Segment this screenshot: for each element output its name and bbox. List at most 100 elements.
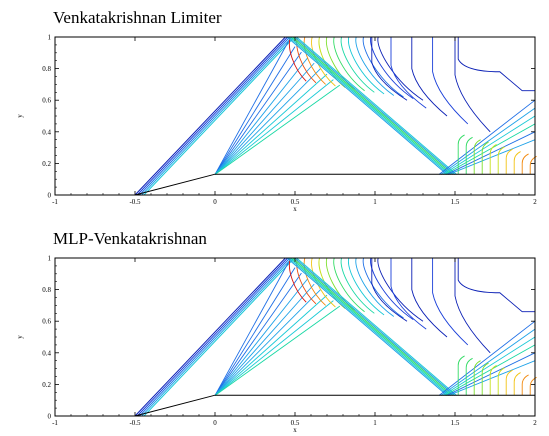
x-tick-label: -1 [52, 198, 58, 206]
contour-line [377, 257, 424, 322]
y-tick-label: 0.6 [42, 318, 51, 326]
contour-line [448, 139, 536, 175]
contour-line [481, 141, 489, 175]
contour-line [457, 258, 535, 313]
y-tick-label: 0.4 [42, 128, 51, 136]
contour-line [143, 257, 295, 417]
y-axis-label: y [16, 114, 24, 118]
contour-line [340, 257, 375, 314]
contour-line [371, 258, 408, 322]
x-axis-label: x [293, 426, 297, 434]
contour-line [370, 36, 414, 99]
contour-line [288, 257, 307, 303]
contour-line [411, 258, 448, 338]
contour-line [214, 40, 289, 175]
contour-line [390, 258, 427, 330]
contour-line [214, 261, 289, 396]
contour-line [473, 360, 481, 396]
contour-line [497, 146, 505, 175]
plot-title: MLP-Venkatakrishnan [53, 229, 207, 248]
x-tick-label: 1.5 [451, 198, 460, 206]
wedge-wall [134, 173, 535, 196]
contour-line [303, 257, 326, 306]
contour-line [141, 36, 293, 196]
contour-line [141, 257, 293, 417]
contour-line [214, 267, 296, 396]
x-tick-label: 1.5 [451, 419, 460, 427]
x-tick-label: 0 [213, 198, 217, 206]
plot-1: Venkatakrishnan Limiter -1 -0.5 0 0.5 1 1.5 2 0… [0, 0, 549, 213]
contour-line [136, 257, 289, 417]
contour-line [505, 369, 513, 396]
contour-line [139, 257, 291, 417]
plot-area: -1 -0.5 0 0.5 1 1.5 2 0 0.2 0.4 0.6 0.8 1 x y [16, 255, 537, 435]
contour-chart: -1 -0.5 0 0.5 1 1.5 2 0 0.2 0.4 0.6 0.8 1 x y [16, 255, 537, 435]
x-tick-label: -0.5 [129, 198, 141, 206]
contour-line [446, 131, 536, 175]
contour-line [214, 84, 341, 175]
contour-line [288, 36, 307, 82]
x-tick-label: -1 [52, 419, 58, 427]
contour-line [292, 36, 454, 175]
contour-line [333, 36, 365, 92]
contour-line [214, 79, 334, 175]
contour-line [473, 139, 481, 175]
x-tick-label: -0.5 [129, 419, 141, 427]
contour-line [294, 257, 456, 396]
contour-line [214, 300, 334, 396]
y-tick-label: 0 [48, 192, 52, 200]
contour-line [292, 257, 454, 396]
contour-line [214, 289, 321, 396]
contour-line [340, 36, 375, 93]
contour-line [288, 257, 450, 396]
y-tick-label: 1 [48, 255, 52, 263]
x-tick-label: 1 [373, 419, 377, 427]
contour-line [296, 36, 457, 175]
contour-line [465, 357, 473, 396]
contour-line [214, 283, 315, 396]
contour-line [134, 36, 286, 196]
contour-line [348, 257, 385, 316]
contour-line [529, 376, 537, 396]
contour-line [214, 51, 302, 175]
y-tick-label: 0.2 [42, 381, 51, 389]
contour-line [286, 257, 448, 396]
y-axis-label: y [16, 335, 24, 339]
y-tick-label: 0.8 [42, 286, 51, 294]
contour-line [521, 153, 529, 175]
contour-line [411, 37, 448, 117]
contour-line [355, 36, 395, 96]
contour-line [290, 257, 452, 396]
contour-line [438, 99, 536, 175]
contour-line [489, 144, 497, 175]
contour-line [432, 37, 469, 125]
x-tick-label: 0.5 [291, 198, 300, 206]
contour-line [448, 360, 536, 396]
contour-line [438, 320, 536, 396]
contour-line [457, 355, 465, 396]
contour-line [481, 362, 489, 396]
contour-line [444, 344, 536, 396]
x-tick-label: 1 [373, 198, 377, 206]
contour-line [457, 134, 465, 175]
y-tick-label: 0.4 [42, 349, 51, 357]
contour-line [214, 46, 296, 175]
contour-line [370, 257, 414, 320]
contour-line [521, 374, 529, 396]
contour-line [288, 36, 450, 175]
contour-line [214, 57, 309, 175]
plot-title: Venkatakrishnan Limiter [53, 8, 222, 27]
contour-line [333, 257, 365, 313]
contour-line [497, 367, 505, 396]
contour-line [377, 36, 424, 101]
y-tick-label: 1 [48, 34, 52, 42]
contour-line [143, 36, 295, 196]
y-tick-label: 0 [48, 413, 52, 421]
x-tick-label: 2 [533, 419, 537, 427]
x-axis-label: x [293, 205, 297, 213]
contour-line [139, 36, 291, 196]
contour-line [286, 36, 448, 175]
contour-line [214, 278, 309, 396]
contour-line [303, 36, 326, 85]
y-tick-label: 0.2 [42, 160, 51, 168]
